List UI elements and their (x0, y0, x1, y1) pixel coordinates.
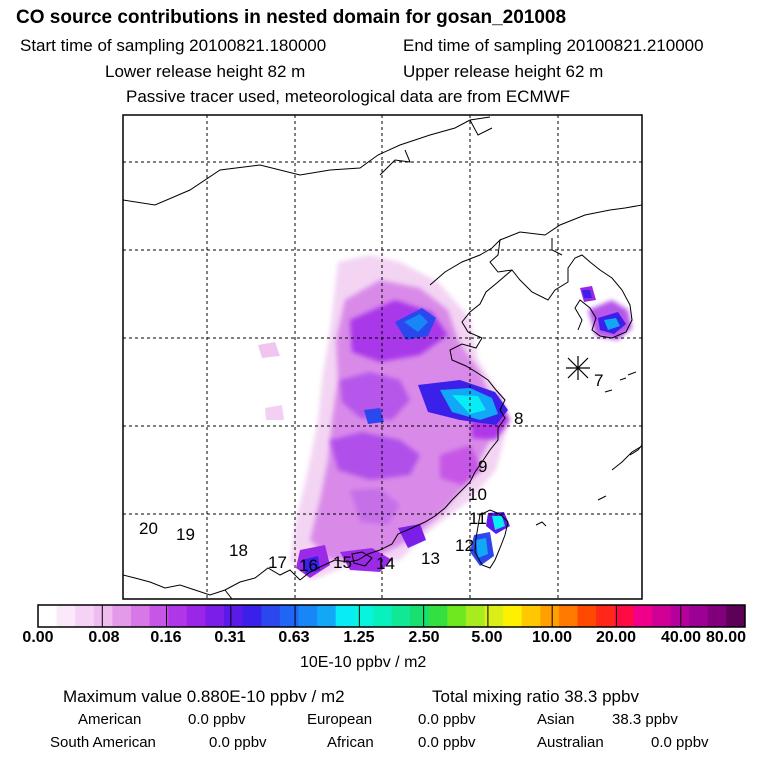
colorbar-cell (149, 605, 169, 627)
upper-release-text: Upper release height 62 m (403, 62, 604, 81)
start-time-text: Start time of sampling 20100821.180000 (20, 36, 327, 55)
colorbar-cell (242, 605, 262, 627)
traj-label: 20 (139, 519, 158, 538)
region-name-australian: Australian (537, 734, 604, 751)
colorbar-cell (298, 605, 318, 627)
colorbar-cell (540, 605, 560, 627)
colorbar-cell (131, 605, 151, 627)
traj-label: 16 (299, 556, 318, 575)
colorbar-cell (596, 605, 616, 627)
traj-label: 17 (268, 553, 287, 572)
colorbar-tick: 0.16 (150, 629, 182, 646)
region-value-american: 0.0 ppbv (188, 711, 246, 728)
colorbar-tick: 5.00 (471, 629, 503, 646)
colorbar-tick: 20.00 (595, 629, 637, 646)
colorbar-cell (56, 605, 76, 627)
colorbar-cell (503, 605, 523, 627)
traj-label: 13 (421, 549, 440, 568)
colorbar-cell (633, 605, 653, 627)
colorbar-cell (447, 605, 467, 627)
colorbar-cell (391, 605, 411, 627)
colorbar-cell (279, 605, 299, 627)
lower-release-text: Lower release height 82 m (105, 62, 306, 81)
traj-label: 19 (176, 525, 195, 544)
colorbar-cell (38, 605, 58, 627)
traj-label: 15 (333, 553, 352, 572)
colorbar-tick: 80.00 (705, 629, 747, 646)
region-name-european: European (307, 711, 373, 728)
colorbar-cell (465, 605, 486, 627)
maximum-value-text: Maximum value 0.880E-10 ppbv / m2 (63, 687, 345, 706)
region-name-american: American (78, 711, 142, 728)
total-mixing-ratio-text: Total mixing ratio 38.3 ppbv (432, 687, 639, 706)
colorbar-cell (726, 605, 746, 627)
colorbar-cell (558, 605, 579, 627)
region-name-south-american: South American (50, 734, 156, 751)
colorbar-cell (484, 605, 504, 627)
colorbar (37, 604, 746, 628)
colorbar-cell (112, 605, 132, 627)
colorbar-tick: 0.31 (214, 629, 246, 646)
colorbar-cell (93, 605, 113, 627)
colorbar-cell (224, 605, 244, 627)
colorbar-cell (168, 605, 188, 627)
colorbar-tick: 0.63 (278, 629, 310, 646)
colorbar-tick: 40.00 (660, 629, 702, 646)
colorbar-tick: 10.00 (531, 629, 573, 646)
end-time-text: End time of sampling 20100821.210000 (403, 36, 704, 55)
region-value-australian: 0.0 ppbv (651, 734, 709, 751)
traj-label: 14 (376, 554, 395, 573)
colorbar-cell (261, 605, 281, 627)
colorbar-tick: 2.50 (408, 629, 440, 646)
traj-label: 10 (468, 485, 487, 504)
contribution-field (123, 115, 642, 599)
receptor-star-icon (566, 356, 590, 380)
region-value-european: 0.0 ppbv (418, 711, 476, 728)
colorbar-tick: 1.25 (343, 629, 375, 646)
region-name-asian: Asian (537, 711, 575, 728)
colorbar-cell (614, 605, 634, 627)
region-value-african: 0.0 ppbv (418, 734, 476, 751)
colorbar-cell (689, 605, 709, 627)
colorbar-cell (651, 605, 672, 627)
colorbar-cell (521, 605, 541, 627)
colorbar-cell (335, 605, 355, 627)
colorbar-tick: 0.00 (22, 629, 54, 646)
colorbar-cell (186, 605, 206, 627)
tracer-note-text: Passive tracer used, meteorological data… (126, 87, 571, 106)
traj-label: 18 (229, 541, 248, 560)
coastline (123, 116, 642, 599)
colorbar-unit: 10E-10 ppbv / m2 (300, 654, 427, 671)
region-value-south-american: 0.0 ppbv (209, 734, 267, 751)
colorbar-tick: 0.08 (88, 629, 120, 646)
colorbar-cell (354, 605, 374, 627)
colorbar-cell (317, 605, 337, 627)
colorbar-cell (577, 605, 597, 627)
traj-label: 11 (469, 509, 487, 528)
region-name-african: African (327, 734, 374, 751)
colorbar-cell (428, 605, 448, 627)
traj-label: 12 (455, 536, 474, 555)
traj-label: 7 (594, 371, 603, 390)
colorbar-cell (75, 605, 95, 627)
colorbar-cell (205, 605, 225, 627)
colorbar-cell (670, 605, 690, 627)
trajectory-labels: 7 8 9 10 11 12 13 14 15 16 17 18 19 20 (139, 371, 603, 575)
traj-label: 8 (514, 409, 523, 428)
colorbar-cell (707, 605, 727, 627)
region-value-asian: 38.3 ppbv (612, 711, 678, 728)
figure-title: CO source contributions in nested domain… (16, 7, 567, 28)
colorbar-cell (410, 605, 430, 627)
traj-label: 9 (478, 457, 487, 476)
colorbar-cell (372, 605, 392, 627)
